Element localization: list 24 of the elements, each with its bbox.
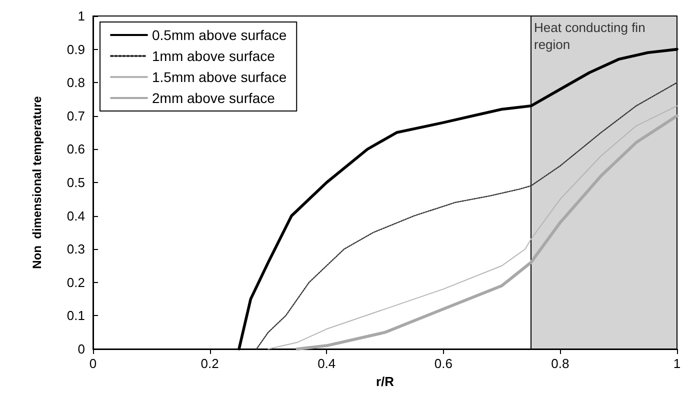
legend-label: 1mm above surface <box>152 48 276 64</box>
legend-label: 0.5mm above surface <box>152 27 287 43</box>
x-tick-label: 0.8 <box>551 356 570 371</box>
y-tick-label: 0.5 <box>66 175 85 190</box>
y-tick-label: 0.9 <box>66 42 85 57</box>
y-tick-label: 0.8 <box>66 75 85 90</box>
y-axis-title: Non dimensional temperature <box>30 96 44 269</box>
band-label: Heat conducting fin region <box>534 20 649 52</box>
x-tick-label: 0.4 <box>318 356 336 371</box>
y-tick-label: 0.7 <box>66 108 85 124</box>
legend-label: 1.5mm above surface <box>152 69 287 85</box>
y-tick-label: 0.6 <box>66 142 85 157</box>
y-tick-label: 0.4 <box>66 208 85 224</box>
x-tick-label: 0 <box>89 356 97 371</box>
y-tick-label: 0 <box>78 342 85 356</box>
y-tick-label: 0.1 <box>66 308 85 324</box>
y-tick-label: 1 <box>78 8 85 24</box>
x-tick-label: 0.2 <box>200 356 219 371</box>
x-tick-label: 0.6 <box>434 356 452 371</box>
y-tick-label: 0.3 <box>66 242 85 257</box>
y-tick-label: 0.2 <box>66 274 85 290</box>
legend-label: 2mm above surface <box>152 90 276 106</box>
x-tick-label: 1 <box>673 356 681 371</box>
x-axis-title: r/R <box>376 374 395 389</box>
